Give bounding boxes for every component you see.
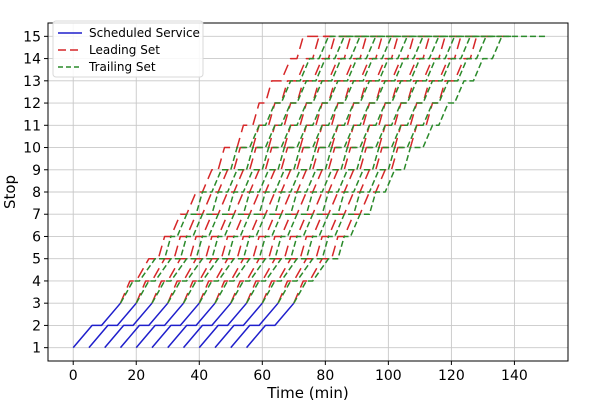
y-tick-label-11: 11 <box>23 118 41 134</box>
trailing-set-trip-6 <box>198 35 436 304</box>
leading-set-trip-1 <box>119 35 332 304</box>
scheduled-service-trip-5 <box>135 302 185 349</box>
scheduled-service-trip-4 <box>119 302 169 349</box>
legend-box <box>52 20 204 78</box>
trailing-set-trip-1 <box>119 35 357 304</box>
y-tick-label-5: 5 <box>32 252 41 268</box>
x-tick-label-120: 120 <box>438 368 465 384</box>
trailing-set-trip-11 <box>277 35 515 304</box>
legend-label-trailing-set: Trailing Set <box>88 60 156 74</box>
trailing-set-trip-8 <box>230 35 468 304</box>
y-tick-label-14: 14 <box>23 52 41 68</box>
scheduled-service-trip-10 <box>214 302 263 349</box>
legend-label-leading-set: Leading Set <box>89 43 160 57</box>
trailing-set-trip-3 <box>151 35 389 304</box>
axis-labels: Time (min) Stop <box>1 175 349 402</box>
scheduled-service-trip-8 <box>182 302 232 349</box>
x-tick-label-20: 20 <box>127 368 145 384</box>
y-tick-label-1: 1 <box>32 341 41 357</box>
series-trailing-set <box>119 35 546 304</box>
y-tick-label-9: 9 <box>32 163 41 179</box>
scheduled-service-trip-1 <box>72 302 122 349</box>
trailing-set-trip-4 <box>167 35 405 304</box>
series-layer <box>72 35 546 349</box>
scheduled-service-trip-6 <box>151 302 200 349</box>
y-tick-label-6: 6 <box>32 229 41 245</box>
scheduled-service-trip-3 <box>104 302 153 349</box>
y-tick-label-10: 10 <box>23 141 41 157</box>
y-tick-label-15: 15 <box>23 29 41 45</box>
x-tick-label-140: 140 <box>501 368 528 384</box>
y-tick-label-3: 3 <box>32 296 41 312</box>
x-tick-label-60: 60 <box>253 368 271 384</box>
scheduled-service-trip-11 <box>230 302 279 349</box>
x-tick-label-100: 100 <box>375 368 402 384</box>
trailing-set-trip-7 <box>214 35 452 304</box>
trailing-set-trip-9 <box>245 35 483 304</box>
y-tick-label-12: 12 <box>23 96 41 112</box>
series-scheduled-service <box>72 302 295 349</box>
trailing-set-trip-12 <box>293 35 546 304</box>
y-tick-label-7: 7 <box>32 207 41 223</box>
scheduled-service-trip-7 <box>167 302 216 349</box>
x-axis-label: Time (min) <box>266 384 348 402</box>
y-axis-label: Stop <box>1 175 19 209</box>
y-tick-label-2: 2 <box>32 318 41 334</box>
trailing-set-trip-10 <box>261 35 499 304</box>
trailing-set-trip-5 <box>182 35 420 304</box>
trailing-set-trip-2 <box>135 35 373 304</box>
x-tick-label-40: 40 <box>190 368 208 384</box>
scheduled-service-trip-9 <box>198 302 248 349</box>
x-tick-label-80: 80 <box>316 368 334 384</box>
y-tick-label-4: 4 <box>32 274 41 290</box>
legend: Scheduled Service Leading Set Trailing S… <box>52 20 204 78</box>
y-tick-label-8: 8 <box>32 185 41 201</box>
legend-label-scheduled-service: Scheduled Service <box>89 26 200 40</box>
x-tick-label-0: 0 <box>69 368 78 384</box>
scheduled-service-trip-2 <box>88 302 137 349</box>
y-tick-label-13: 13 <box>23 74 41 90</box>
scheduled-service-trip-12 <box>245 302 295 349</box>
